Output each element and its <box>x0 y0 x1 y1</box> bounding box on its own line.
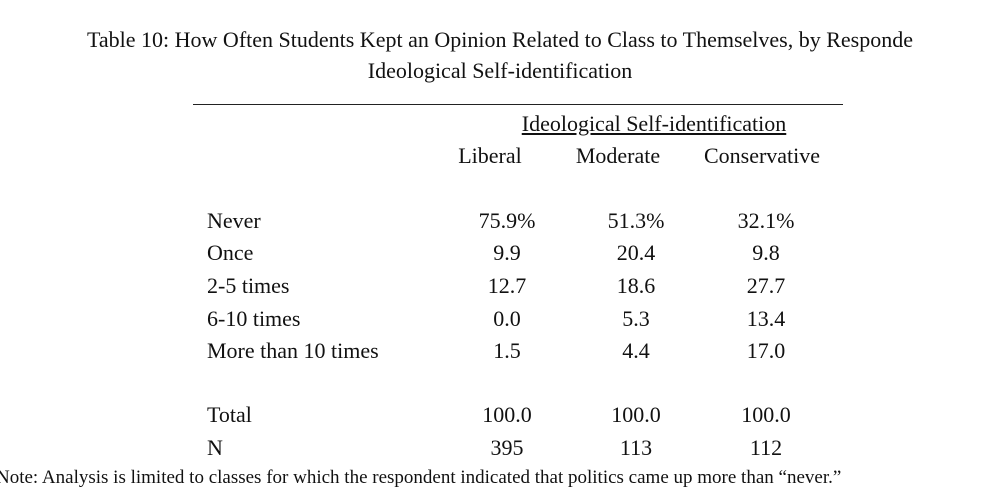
cell: 100.0 <box>482 402 532 427</box>
cell: 4.4 <box>622 338 650 363</box>
cell: 395 <box>490 435 524 460</box>
cell: 18.6 <box>616 273 656 298</box>
row-label: Total <box>207 402 252 427</box>
row-label: Once <box>207 240 254 265</box>
cell: 51.3% <box>607 208 665 233</box>
row-label: 6-10 times <box>207 306 301 331</box>
cell: 32.1% <box>737 208 795 233</box>
cell: 27.7 <box>746 273 786 298</box>
cell: 75.9% <box>478 208 536 233</box>
cell: 20.4 <box>616 240 656 265</box>
cell: 9.9 <box>493 240 521 265</box>
cell: 113 <box>619 435 653 460</box>
cell: 0.0 <box>493 306 521 331</box>
title-line: Ideological Self-identification <box>367 58 633 83</box>
group-header: Ideological Self-identification <box>521 111 787 136</box>
cell: 100.0 <box>611 402 661 427</box>
row-label: N <box>207 435 223 460</box>
column-header: Conservative <box>703 143 821 168</box>
cell: 112 <box>749 435 783 460</box>
row-label: Never <box>207 208 261 233</box>
cell: 9.8 <box>752 240 780 265</box>
note: Note: Analysis is limited to classes for… <box>0 467 842 488</box>
row-label: More than 10 times <box>207 338 379 363</box>
cell: 1.5 <box>493 338 521 363</box>
column-header: Moderate <box>575 143 661 168</box>
cell: 13.4 <box>746 306 786 331</box>
cell: 5.3 <box>622 306 650 331</box>
cell: 100.0 <box>741 402 791 427</box>
row-label: 2-5 times <box>207 273 290 298</box>
cell: 12.7 <box>487 273 527 298</box>
top-rule <box>193 104 843 105</box>
column-header: Liberal <box>458 143 522 168</box>
cell: 17.0 <box>746 338 786 363</box>
title-line: Table 10: How Often Students Kept an Opi… <box>87 27 913 52</box>
